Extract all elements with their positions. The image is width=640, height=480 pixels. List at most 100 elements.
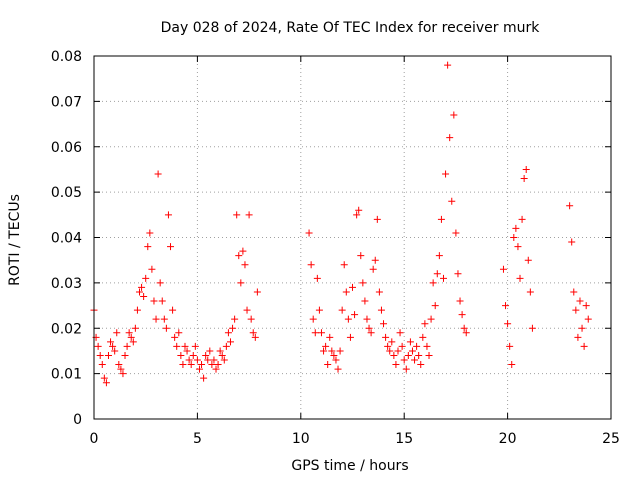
data-point <box>502 302 510 310</box>
data-point <box>152 315 160 323</box>
data-point <box>344 315 352 323</box>
data-point <box>499 265 507 273</box>
data-point <box>380 320 388 328</box>
data-point <box>150 297 158 305</box>
data-point <box>528 324 536 332</box>
data-point <box>388 338 396 346</box>
data-point <box>342 288 350 296</box>
data-point <box>195 365 203 373</box>
x-tick-label: 20 <box>499 431 517 447</box>
data-point <box>324 361 332 369</box>
data-point <box>369 265 377 273</box>
data-point <box>526 288 534 296</box>
data-point <box>514 243 522 251</box>
data-point <box>164 211 172 219</box>
data-point <box>119 370 127 378</box>
data-point <box>100 374 108 382</box>
data-point <box>578 324 586 332</box>
data-point <box>351 311 359 319</box>
data-point <box>191 342 199 350</box>
x-tick-label: 10 <box>292 431 310 447</box>
data-point <box>171 333 179 341</box>
data-point <box>326 333 334 341</box>
data-point <box>102 379 110 387</box>
data-point <box>311 329 319 337</box>
data-point <box>127 333 135 341</box>
y-tick-label: 0.03 <box>51 276 82 292</box>
data-point <box>117 365 125 373</box>
data-point <box>570 288 578 296</box>
data-point <box>237 279 245 287</box>
data-point <box>113 329 121 337</box>
data-point <box>156 279 164 287</box>
data-point <box>154 170 162 178</box>
plot-frame <box>93 55 612 420</box>
data-point <box>133 306 141 314</box>
data-point <box>115 361 123 369</box>
data-point <box>243 306 251 314</box>
data-point <box>390 351 398 359</box>
data-point <box>522 165 530 173</box>
x-tick-label: 25 <box>602 431 620 447</box>
data-point <box>208 361 216 369</box>
data-point <box>353 211 361 219</box>
data-point <box>107 338 115 346</box>
data-point <box>144 243 152 251</box>
data-point <box>427 315 435 323</box>
data-point <box>336 347 344 355</box>
data-point <box>394 347 402 355</box>
data-point <box>233 211 241 219</box>
data-point <box>398 342 406 350</box>
data-point <box>359 279 367 287</box>
data-point <box>413 342 421 350</box>
data-point <box>317 329 325 337</box>
data-point <box>439 274 447 282</box>
y-tick-label: 0.04 <box>51 231 82 247</box>
data-point <box>431 302 439 310</box>
data-point <box>309 315 317 323</box>
data-point <box>454 270 462 278</box>
data-point <box>349 283 356 291</box>
data-point <box>365 324 373 332</box>
data-point <box>332 356 340 364</box>
data-point <box>417 361 425 369</box>
data-point <box>384 342 392 350</box>
data-point <box>142 274 150 282</box>
data-point <box>446 134 454 142</box>
data-point <box>460 324 468 332</box>
data-point <box>363 315 371 323</box>
y-axis-label: ROTI / TECUs <box>7 194 23 286</box>
data-point <box>458 311 466 319</box>
data-point <box>189 351 197 359</box>
data-point <box>330 351 338 359</box>
data-point <box>334 365 342 373</box>
data-point <box>508 361 516 369</box>
data-point <box>408 347 416 355</box>
data-point <box>140 292 148 300</box>
data-point <box>437 215 445 223</box>
data-point <box>183 347 191 355</box>
y-tick-label: 0.07 <box>51 94 82 110</box>
data-point <box>220 356 228 364</box>
y-tick-label: 0 <box>73 412 82 428</box>
data-point <box>506 342 514 350</box>
axis-ticks <box>93 55 612 420</box>
data-point <box>204 356 212 364</box>
data-point <box>241 261 249 269</box>
data-point <box>216 347 224 355</box>
data-point <box>448 197 456 205</box>
data-point <box>516 274 524 282</box>
data-point <box>148 265 156 273</box>
data-point <box>328 347 336 355</box>
data-point <box>173 342 181 350</box>
data-point <box>315 306 323 314</box>
data-points <box>90 61 592 387</box>
data-point <box>111 347 119 355</box>
data-point <box>305 229 313 237</box>
data-point <box>386 347 394 355</box>
data-point <box>251 333 259 341</box>
y-tick-label: 0.06 <box>51 140 82 156</box>
data-point <box>452 229 460 237</box>
data-point <box>121 351 129 359</box>
